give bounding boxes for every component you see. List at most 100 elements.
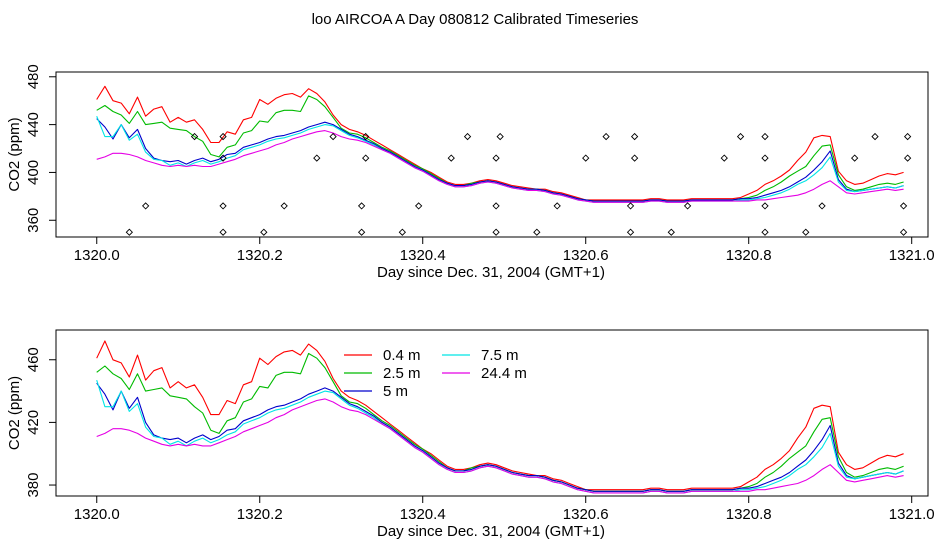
- y-tick-label: 480: [25, 64, 42, 89]
- diamond-point: [626, 202, 635, 210]
- diamond-point: [683, 202, 692, 210]
- legend-item: 2.5 m: [344, 365, 421, 382]
- diamond-points: [125, 132, 912, 236]
- x-tick-label: 1320.4: [400, 247, 446, 264]
- diamond-point: [219, 154, 227, 162]
- diamond-point: [357, 228, 366, 236]
- series-lines: [96, 340, 904, 494]
- diamond-point: [280, 202, 288, 210]
- diamond-point: [463, 132, 472, 141]
- diamond-point: [142, 202, 150, 210]
- y-tick-label: 440: [25, 112, 42, 137]
- diamond-point: [219, 228, 227, 236]
- x-tick-label: 1320.4: [400, 506, 446, 523]
- diamond-point: [903, 132, 912, 141]
- legend-item: 5 m: [344, 383, 408, 400]
- diamond-point: [851, 154, 859, 162]
- diamond-point: [190, 132, 199, 141]
- legend-label: 2.5 m: [383, 365, 421, 382]
- diamond-point: [667, 228, 675, 236]
- legend: 0.4 m2.5 m5 m 7.5 m24.4 m: [344, 347, 527, 400]
- legend-label: 7.5 m: [481, 347, 519, 364]
- diamond-point: [736, 132, 745, 141]
- y-axis: 360 400 440 480 CO2 (ppm): [6, 64, 56, 233]
- diamond-point: [219, 202, 227, 210]
- x-tick-label: 1320.0: [74, 247, 120, 264]
- y-axis-label: CO2 (ppm): [6, 117, 23, 191]
- x-axis: 1320.0 1320.2 1320.4 1320.6 1320.8 1321.0 Day …: [74, 495, 935, 540]
- y-tick-label: 420: [25, 410, 42, 435]
- diamond-point: [447, 154, 455, 162]
- series-line-24-4-mm: [96, 398, 904, 494]
- legend-label: 5 m: [383, 383, 408, 400]
- diamond-point: [125, 228, 133, 236]
- diamond-point: [818, 202, 826, 210]
- diamond-point: [602, 132, 610, 141]
- series-lines: [96, 85, 904, 203]
- diamond-point: [626, 228, 635, 236]
- diamond-point: [871, 132, 879, 141]
- diamond-point: [362, 154, 370, 162]
- y-tick-label: 460: [25, 347, 42, 372]
- series-line-0-4-mm: [96, 85, 904, 201]
- series-line-24-4-mm: [96, 130, 904, 203]
- top-chart-panel: 1320.0 1320.2 1320.4 1320.6 1320.8 1321.0 Day …: [6, 64, 935, 281]
- x-tick-label: 1320.6: [563, 247, 609, 264]
- diamond-point: [899, 202, 908, 210]
- series-line-5-mm: [96, 118, 904, 202]
- legend-item: 0.4 m: [344, 347, 421, 364]
- diamond-point: [630, 132, 639, 141]
- diamond-point: [362, 132, 370, 141]
- diamond-point: [802, 228, 810, 236]
- series-line-2-5-mm: [96, 95, 904, 202]
- diamond-point: [761, 228, 769, 236]
- diamond-point: [492, 202, 500, 210]
- legend-item: 7.5 m: [442, 347, 519, 364]
- y-tick-label: 380: [25, 473, 42, 498]
- diamond-point: [720, 154, 728, 162]
- series-line-5-mm: [96, 382, 904, 492]
- diamond-point: [492, 154, 500, 162]
- diamond-point: [903, 154, 912, 162]
- x-tick-label: 1321.0: [889, 247, 935, 264]
- diamond-point: [761, 132, 769, 141]
- diamond-point: [630, 154, 639, 162]
- y-tick-label: 400: [25, 160, 42, 185]
- diamond-point: [313, 154, 321, 162]
- x-tick-label: 1320.0: [74, 506, 120, 523]
- x-axis-label: Day since Dec. 31, 2004 (GMT+1): [377, 264, 605, 281]
- x-tick-label: 1320.6: [563, 506, 609, 523]
- diamond-point: [533, 228, 541, 236]
- page-title: loo AIRCOA A Day 080812 Calibrated Times…: [311, 11, 639, 28]
- x-tick-label: 1320.2: [237, 506, 283, 523]
- x-tick-label: 1320.8: [726, 247, 772, 264]
- y-axis-label: CO2 (ppm): [6, 376, 23, 450]
- y-tick-label: 360: [25, 208, 42, 233]
- diamond-point: [761, 202, 769, 210]
- bottom-chart-panel: 1320.0 1320.2 1320.4 1320.6 1320.8 1321.0 Day …: [6, 329, 935, 540]
- plot-frame: [55, 71, 929, 238]
- diamond-point: [582, 154, 590, 162]
- diamond-point: [329, 132, 337, 141]
- diamond-point: [415, 202, 423, 210]
- diamond-point: [398, 228, 406, 236]
- diamond-point: [496, 132, 504, 141]
- diamond-point: [761, 154, 769, 162]
- diamond-point: [553, 202, 561, 210]
- x-tick-label: 1320.8: [726, 506, 772, 523]
- diamond-point: [492, 228, 500, 236]
- diamond-point: [219, 132, 227, 141]
- x-axis: 1320.0 1320.2 1320.4 1320.6 1320.8 1321.0 Day …: [74, 236, 935, 281]
- legend-item: 24.4 m: [442, 365, 527, 382]
- legend-label: 0.4 m: [383, 347, 421, 364]
- x-tick-label: 1320.2: [237, 247, 283, 264]
- legend-label: 24.4 m: [481, 365, 527, 382]
- x-tick-label: 1321.0: [889, 506, 935, 523]
- diamond-point: [260, 228, 268, 236]
- x-axis-label: Day since Dec. 31, 2004 (GMT+1): [377, 523, 605, 540]
- diamond-point: [357, 202, 366, 210]
- series-line-0-4-mm: [96, 340, 904, 491]
- diamond-point: [899, 228, 908, 236]
